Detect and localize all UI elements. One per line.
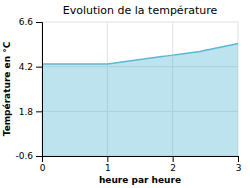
tick-mark <box>36 156 42 157</box>
title: Evolution de la température <box>63 4 218 17</box>
tick: 1.8 <box>19 107 42 117</box>
axis-line <box>43 157 239 163</box>
tick-mark <box>173 156 174 162</box>
x-axis: 0 1 2 3 <box>40 156 242 173</box>
tick: 2 <box>170 156 176 173</box>
tick-label: -0.6 <box>15 151 33 161</box>
tick: -0.6 <box>15 151 42 161</box>
tick: 0 <box>40 156 46 173</box>
tick-label: 0 <box>40 163 46 173</box>
tick-label: 4.2 <box>19 62 33 72</box>
tick-label: 1 <box>105 163 111 173</box>
tick-label: 2 <box>170 163 176 173</box>
tick-mark <box>238 156 239 162</box>
tick: 1 <box>105 156 111 173</box>
x-axis-title: heure par heure <box>99 175 181 185</box>
tick-mark <box>36 67 42 68</box>
tick: 4.2 <box>19 62 42 72</box>
tick-mark <box>36 22 42 23</box>
tick: 3 <box>236 156 242 173</box>
tick-label: 1.8 <box>19 107 34 117</box>
chart: 0 1 2 3 -0.6 1.8 4.2 6.6 Evolution de la tempéra… <box>0 0 250 188</box>
tick-label: 3 <box>236 163 242 173</box>
grid <box>42 22 238 156</box>
tick-label: 6.6 <box>19 17 34 27</box>
axis-line <box>36 23 43 157</box>
tick-mark <box>107 156 108 162</box>
y-axis: -0.6 1.8 4.2 6.6 <box>15 17 42 161</box>
marks <box>42 44 238 156</box>
line <box>42 44 238 64</box>
plot-area: 0 1 2 3 -0.6 1.8 4.2 6.6 <box>15 17 241 173</box>
tick-mark <box>36 111 42 112</box>
grid-line <box>42 22 238 23</box>
area <box>42 44 238 156</box>
tick: 6.6 <box>19 17 42 27</box>
y-axis-title: Température en °C <box>2 41 12 136</box>
